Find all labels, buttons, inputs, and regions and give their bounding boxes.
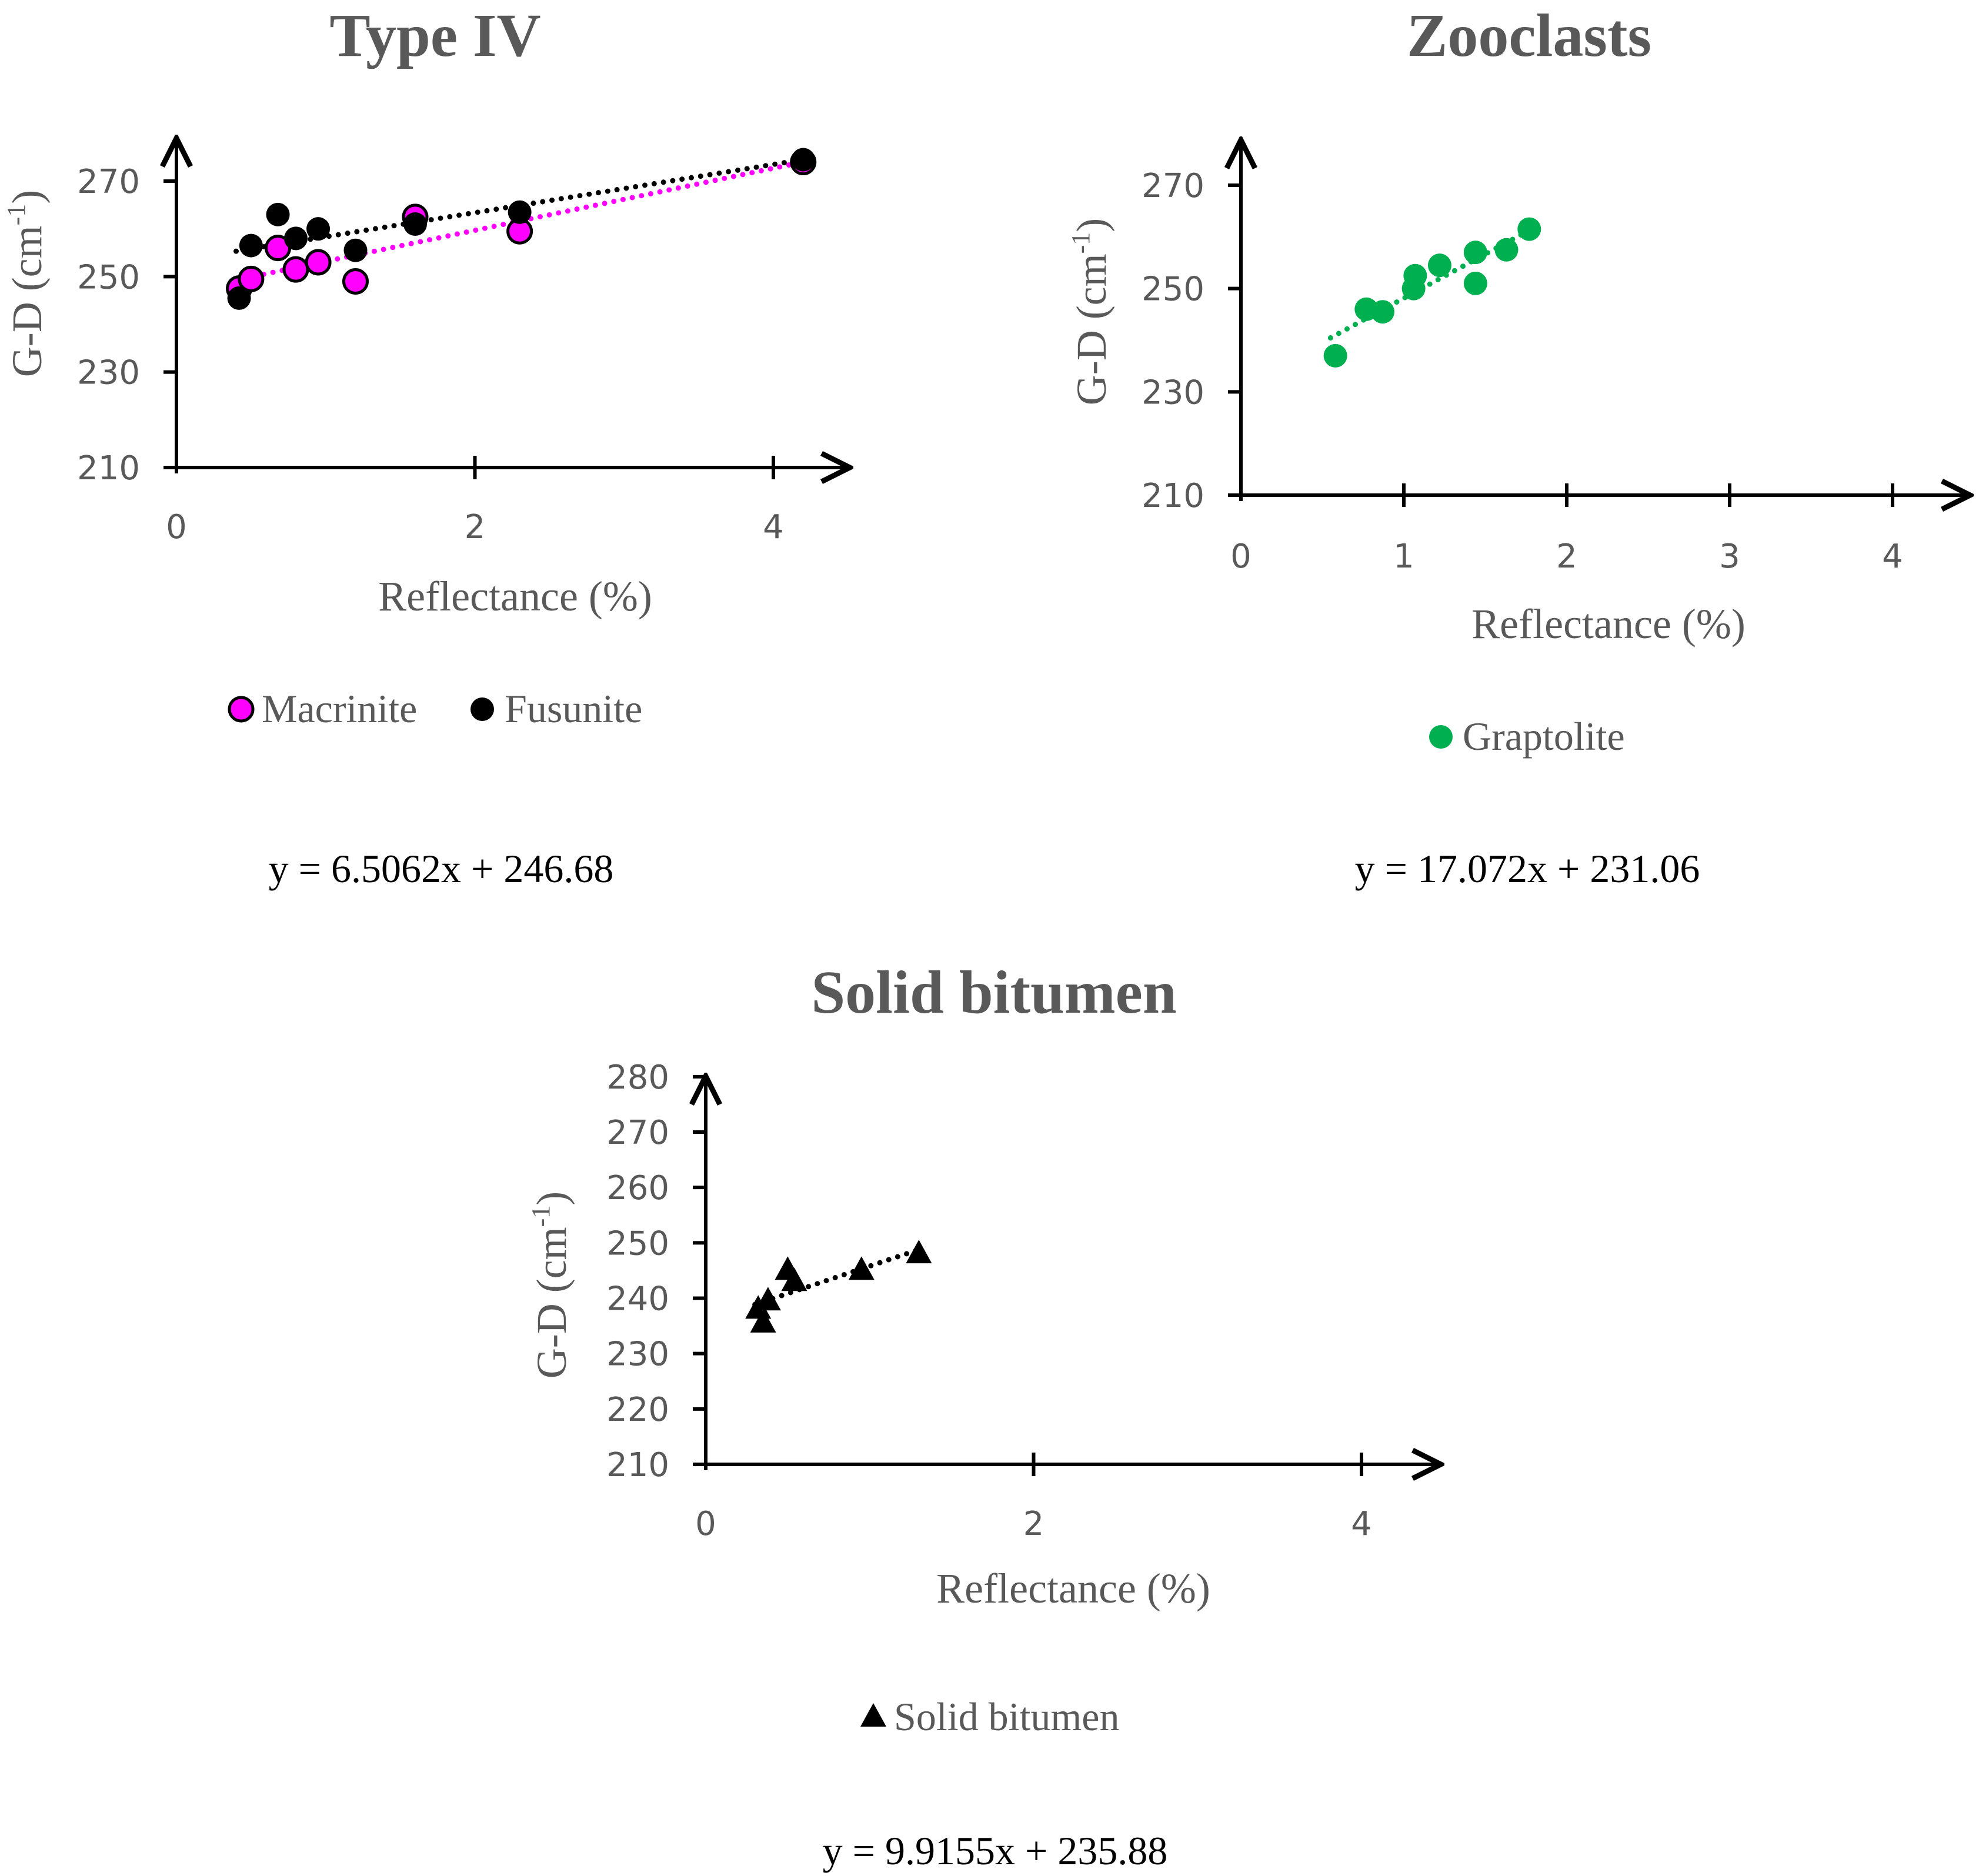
y-tick-label: 250: [1142, 271, 1204, 309]
solid-bitumen-point: [906, 1240, 932, 1264]
x-tick-label: 2: [1556, 538, 1577, 576]
trendline: [233, 156, 806, 254]
fusunite-point: [227, 286, 251, 310]
y-axis-title: G-D (cm-1): [526, 1191, 575, 1379]
fusunite-point: [343, 238, 368, 262]
graptolite-point: [1463, 271, 1487, 295]
chart-panel-3: Solid bitumen 210 220 230 240 250 260 270 280 0 2 4…: [526, 959, 1441, 1873]
chart-panel-2: Zooclasts 210 230 250 270 0 1 2 3 4 Reflectance (%…: [1066, 2, 1970, 891]
y-tick-label: 210: [1142, 477, 1204, 515]
chart-title: Type IV: [329, 2, 540, 69]
y-tick-label: 240: [606, 1280, 669, 1318]
y-axis-title-close: ): [528, 1191, 575, 1206]
x-tick-label: 2: [1023, 1505, 1044, 1543]
x-axis-title: Reflectance (%): [1471, 600, 1746, 647]
y-axis-title-main: G-D (cm: [4, 225, 51, 377]
solid-bitumen-point: [750, 1308, 776, 1333]
fusunite-point: [508, 200, 532, 224]
y-axis-title-main: G-D (cm: [1068, 253, 1115, 405]
graptolite-point: [1403, 263, 1427, 288]
legend-label: Fusunite: [505, 686, 642, 731]
y-tick-label: 260: [606, 1169, 669, 1207]
y-axis-title: G-D (cm-1): [2, 190, 51, 378]
graptolite-point: [1323, 343, 1347, 368]
graptolite-point: [1494, 238, 1519, 262]
legend-label: Solid bitumen: [894, 1694, 1119, 1739]
x-tick-label: 0: [166, 508, 187, 546]
legend-item-fusunite: Fusunite: [470, 686, 642, 731]
chart-title: Zooclasts: [1407, 2, 1651, 69]
solid-bitumen-point: [755, 1287, 781, 1311]
legend-marker: [470, 697, 494, 721]
y-axis-title-superscript: -1: [2, 204, 31, 226]
fusunite-point: [791, 148, 815, 172]
fusunite-point: [403, 212, 427, 236]
x-tick-label: 0: [1230, 538, 1252, 576]
x-tick-label: 0: [695, 1505, 716, 1543]
trendline-equation: y = 9.9155x + 235.88: [823, 1828, 1168, 1873]
fusunite-point: [284, 226, 308, 251]
y-tick-label: 250: [606, 1224, 669, 1263]
y-tick-label: 230: [606, 1336, 669, 1374]
graptolite-point: [1427, 253, 1451, 278]
x-axis-title: Reflectance (%): [936, 1565, 1210, 1612]
x-tick-label: 4: [763, 508, 784, 546]
y-tick-label: 270: [1142, 167, 1204, 205]
y-tick-label: 210: [606, 1446, 669, 1484]
legend-marker: [860, 1703, 886, 1727]
macrinite-point: [282, 256, 309, 283]
legend-item-macrinite: Macrinite: [228, 686, 417, 731]
y-tick-label: 270: [606, 1114, 669, 1152]
y-axis-title-main: G-D (cm: [528, 1227, 575, 1378]
y-tick-label: 210: [77, 449, 140, 488]
trendline: [752, 1246, 925, 1307]
y-tick-label: 270: [77, 163, 140, 201]
legend-item-graptolite: Graptolite: [1429, 714, 1625, 759]
y-tick-label: 280: [606, 1059, 669, 1097]
graptolite-point: [1370, 300, 1394, 324]
y-tick-label: 230: [1142, 373, 1204, 412]
solid-bitumen-point: [781, 1267, 807, 1291]
trendline-equation: y = 6.5062x + 246.68: [269, 846, 614, 891]
fusunite-point: [239, 233, 263, 258]
x-tick-label: 4: [1882, 538, 1903, 576]
x-tick-label: 1: [1393, 538, 1414, 576]
y-tick-label: 230: [77, 354, 140, 392]
x-tick-label: 2: [465, 508, 486, 546]
macrinite-point: [305, 249, 332, 276]
macrinite-point: [238, 265, 265, 292]
legend-marker: [1429, 725, 1453, 749]
x-tick-label: 4: [1351, 1505, 1372, 1543]
fusunite-point: [306, 217, 331, 241]
chart-panel-1: Type IV 210 230 250 270 0 2 4 Reflectance (%) G-D…: [2, 2, 850, 891]
y-tick-label: 250: [77, 258, 140, 296]
legend-marker: [228, 696, 255, 723]
y-tick-label: 220: [606, 1391, 669, 1429]
y-axis-title-close: ): [1068, 218, 1115, 232]
y-axis-title: G-D (cm-1): [1066, 218, 1115, 406]
y-axis-title-superscript: -1: [526, 1206, 555, 1227]
y-axis-title-close: ): [4, 190, 51, 204]
fusunite-point: [266, 202, 290, 226]
x-axis-title: Reflectance (%): [378, 573, 652, 620]
trendline-equation: y = 17.072x + 231.06: [1355, 846, 1700, 891]
x-tick-label: 3: [1719, 538, 1740, 576]
graptolite-point: [1517, 217, 1541, 241]
graptolite-point: [1463, 241, 1487, 265]
legend-label: Graptolite: [1463, 714, 1625, 759]
y-axis-title-superscript: -1: [1066, 232, 1095, 254]
legend-label: Macrinite: [262, 686, 417, 731]
legend-item-solid-bitumen: Solid bitumen: [860, 1694, 1119, 1739]
solid-bitumen-point: [848, 1256, 875, 1280]
chart-title: Solid bitumen: [811, 959, 1176, 1026]
macrinite-point: [342, 268, 369, 295]
